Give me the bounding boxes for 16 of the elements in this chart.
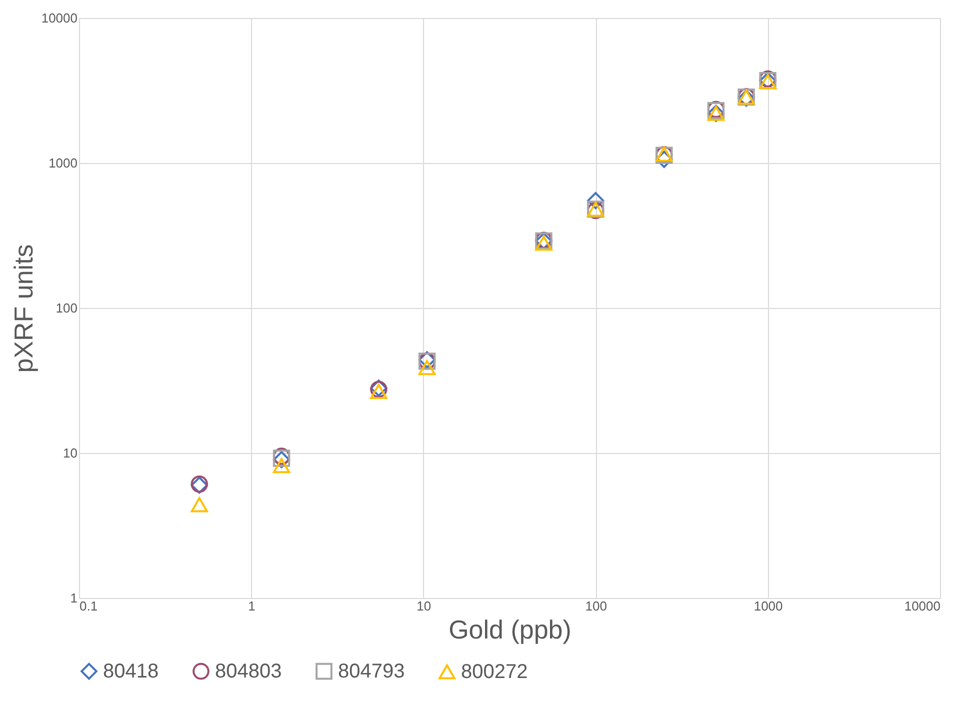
y-tick-label: 1000	[48, 156, 78, 170]
x-tick-label: 0.1	[80, 598, 98, 614]
legend-label: 800272	[461, 660, 528, 683]
x-tick-label: 100	[585, 598, 607, 614]
legend-label: 804793	[338, 660, 405, 682]
y-tick-label: 10000	[41, 10, 78, 26]
x-axis-title: Gold (ppb)	[448, 614, 572, 644]
x-tick-label: 1	[248, 598, 256, 614]
x-tick-label: 10	[416, 598, 432, 614]
y-tick-label: 100	[56, 300, 78, 316]
y-axis-title: pXRF units	[8, 244, 38, 373]
x-tick-label: 1000	[754, 598, 783, 614]
legend-label: 804803	[215, 660, 282, 682]
y-tick-label: 10	[63, 446, 78, 460]
x-tick-label: 10000	[904, 598, 940, 614]
legend-label: 80418	[103, 660, 159, 682]
